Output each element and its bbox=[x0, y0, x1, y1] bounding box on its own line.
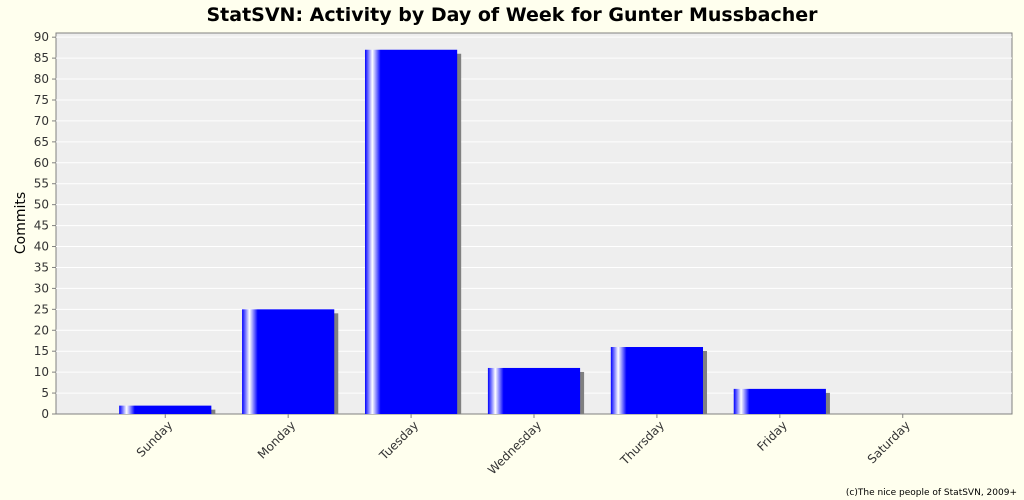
bar-friday bbox=[733, 388, 826, 414]
bars bbox=[119, 49, 826, 414]
y-tick-label: 50 bbox=[34, 198, 49, 212]
bar-sunday bbox=[119, 405, 212, 414]
y-tick-label: 5 bbox=[41, 386, 49, 400]
y-tick-label: 70 bbox=[34, 114, 49, 128]
x-tick-label: Sunday bbox=[134, 418, 176, 460]
y-axis: 0 5 10 15 20 25 30 35 40 45 50 55 60 65 70 75 80 85 90 bbox=[34, 30, 56, 421]
y-tick-label: 55 bbox=[34, 177, 49, 191]
y-tick-label: 40 bbox=[34, 240, 49, 254]
y-tick-label: 65 bbox=[34, 135, 49, 149]
x-tick-label: Wednesday bbox=[485, 418, 544, 477]
y-axis-label: Commits bbox=[13, 192, 29, 254]
y-tick-label: 90 bbox=[34, 30, 49, 44]
y-tick-label: 25 bbox=[34, 302, 49, 316]
x-tick-label: Thursday bbox=[617, 418, 667, 468]
bar-tuesday bbox=[364, 49, 458, 414]
y-tick-label: 35 bbox=[34, 260, 49, 274]
y-tick-label: 75 bbox=[34, 93, 49, 107]
y-tick-label: 30 bbox=[34, 281, 49, 295]
y-tick-label: 15 bbox=[34, 344, 49, 358]
y-tick-label: 85 bbox=[34, 51, 49, 65]
y-tick-label: 20 bbox=[34, 323, 49, 337]
x-tick-label: Friday bbox=[754, 418, 790, 454]
x-tick-label: Saturday bbox=[865, 418, 913, 466]
credit-text: (c)The nice people of StatSVN, 2009+ bbox=[846, 488, 1017, 498]
gridlines bbox=[56, 36, 1012, 394]
bar-wednesday bbox=[487, 367, 581, 414]
bar-monday bbox=[242, 309, 335, 414]
x-axis: Sunday Monday Tuesday Wednesday Thursday Frid… bbox=[134, 414, 913, 477]
plot-area bbox=[55, 32, 1013, 415]
x-tick-label: Tuesday bbox=[376, 418, 421, 463]
chart-title: StatSVN: Activity by Day of Week for Gun… bbox=[207, 4, 819, 26]
bar-thursday bbox=[610, 347, 704, 414]
y-tick-label: 0 bbox=[41, 407, 49, 421]
x-tick-label: Monday bbox=[255, 418, 298, 461]
y-tick-label: 80 bbox=[34, 72, 49, 86]
y-tick-label: 10 bbox=[34, 365, 49, 379]
y-tick-label: 60 bbox=[34, 156, 49, 170]
y-tick-label: 45 bbox=[34, 219, 49, 233]
